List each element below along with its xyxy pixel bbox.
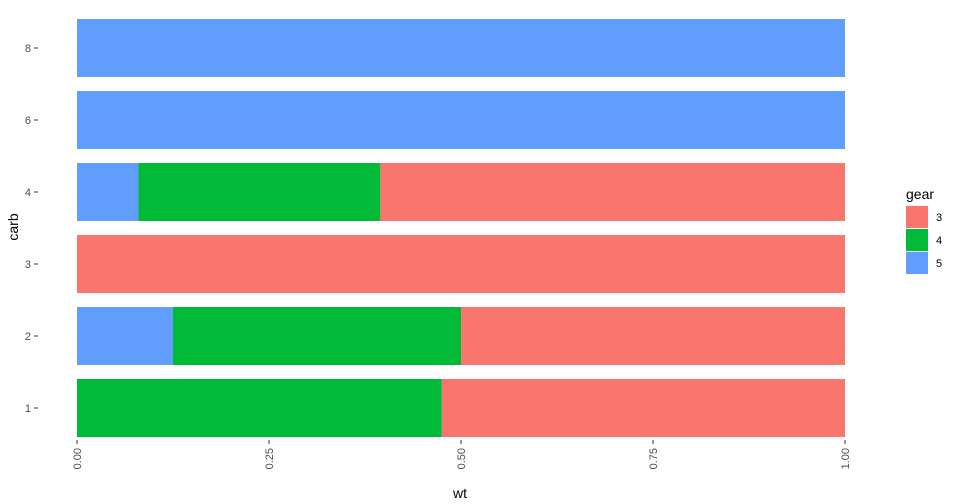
- x-tick-label-0.75: 0.75: [648, 448, 660, 469]
- x-tick-label-1.00: 1.00: [840, 448, 852, 469]
- bar-carb-3-gear-3: [77, 235, 845, 293]
- legend-key-3: [906, 206, 928, 228]
- legend-label-5: 5: [936, 258, 942, 270]
- x-tick-label-0.50: 0.50: [456, 448, 468, 469]
- bar-carb-2-gear-3: [461, 307, 845, 365]
- y-tick-label-6: 6: [25, 115, 31, 127]
- y-tick-label-8: 8: [25, 43, 31, 55]
- bar-carb-1-gear-4: [77, 379, 442, 437]
- legend-title: gear: [906, 186, 934, 202]
- legend-key-5: [906, 252, 928, 274]
- bar-carb-2-gear-4: [173, 307, 461, 365]
- legend-label-4: 4: [936, 235, 942, 247]
- y-axis-title: carb: [5, 213, 21, 240]
- y-tick-label-4: 4: [25, 187, 31, 199]
- bar-carb-4-gear-5: [77, 163, 139, 221]
- y-tick-label-1: 1: [25, 403, 31, 415]
- bar-carb-8-gear-5: [77, 19, 845, 77]
- legend-label-3: 3: [936, 212, 942, 224]
- bar-carb-2-gear-5: [77, 307, 173, 365]
- y-tick-label-3: 3: [25, 259, 31, 271]
- x-axis: 0.00 0.25 0.50 0.75 1.00: [72, 440, 852, 469]
- bar-carb-1-gear-3: [441, 379, 845, 437]
- legend: gear 3 4 5: [906, 186, 942, 274]
- y-axis: 1 2 3 4 6 8: [25, 43, 38, 415]
- bar-carb-4-gear-3: [380, 163, 845, 221]
- bar-carb-6-gear-5: [77, 91, 845, 149]
- y-tick-label-2: 2: [25, 331, 31, 343]
- legend-key-4: [906, 229, 928, 251]
- bars-group: [77, 19, 845, 437]
- x-tick-label-0.00: 0.00: [72, 448, 84, 469]
- x-axis-title: wt: [452, 485, 467, 501]
- x-tick-label-0.25: 0.25: [264, 448, 276, 469]
- bar-carb-4-gear-4: [138, 163, 381, 221]
